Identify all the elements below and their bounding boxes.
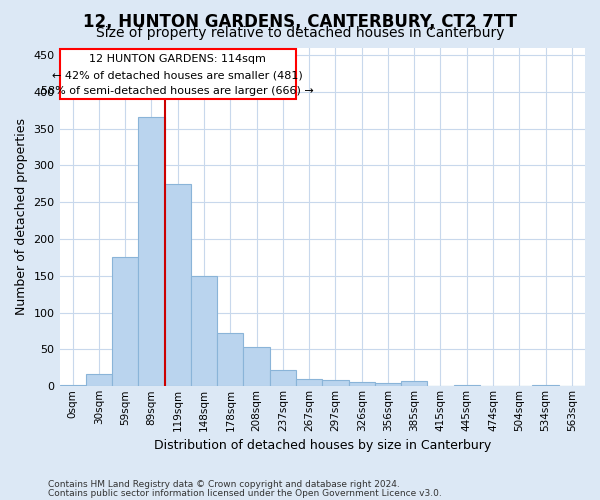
Bar	[322, 380, 349, 386]
X-axis label: Distribution of detached houses by size in Canterbury: Distribution of detached houses by size …	[154, 440, 491, 452]
Bar	[244, 347, 270, 387]
Bar	[401, 381, 427, 386]
Bar	[191, 276, 217, 386]
Text: Contains HM Land Registry data © Crown copyright and database right 2024.: Contains HM Land Registry data © Crown c…	[48, 480, 400, 489]
Bar	[296, 379, 322, 386]
Text: Size of property relative to detached houses in Canterbury: Size of property relative to detached ho…	[96, 26, 504, 40]
Bar	[454, 385, 480, 386]
Text: Contains public sector information licensed under the Open Government Licence v3: Contains public sector information licen…	[48, 489, 442, 498]
Text: 12, HUNTON GARDENS, CANTERBURY, CT2 7TT: 12, HUNTON GARDENS, CANTERBURY, CT2 7TT	[83, 12, 517, 30]
Bar	[112, 258, 139, 386]
Y-axis label: Number of detached properties: Number of detached properties	[15, 118, 28, 316]
Bar	[86, 374, 112, 386]
Bar	[349, 382, 375, 386]
Bar	[217, 333, 244, 386]
Text: 12 HUNTON GARDENS: 114sqm: 12 HUNTON GARDENS: 114sqm	[89, 54, 266, 64]
Text: ← 42% of detached houses are smaller (481): ← 42% of detached houses are smaller (48…	[52, 70, 303, 81]
Bar	[139, 118, 164, 386]
Bar	[532, 385, 559, 386]
Bar	[375, 382, 401, 386]
Bar	[59, 385, 86, 386]
Text: 58% of semi-detached houses are larger (666) →: 58% of semi-detached houses are larger (…	[41, 86, 314, 96]
Bar	[164, 184, 191, 386]
Bar	[270, 370, 296, 386]
FancyBboxPatch shape	[59, 49, 296, 99]
